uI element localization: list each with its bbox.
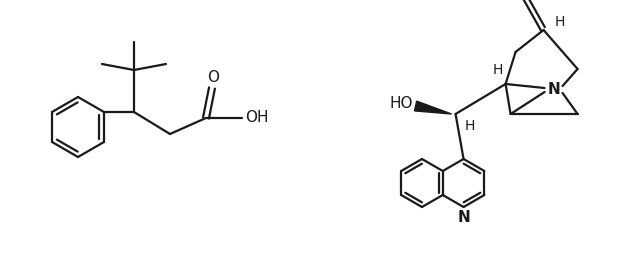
Text: N: N xyxy=(547,81,560,97)
Text: N: N xyxy=(457,210,470,225)
Text: OH: OH xyxy=(245,111,269,125)
Text: H: H xyxy=(554,15,564,29)
Text: HO: HO xyxy=(390,97,413,111)
Text: O: O xyxy=(207,70,219,86)
Polygon shape xyxy=(415,101,452,114)
Text: H: H xyxy=(465,119,475,133)
Text: H: H xyxy=(492,63,503,77)
